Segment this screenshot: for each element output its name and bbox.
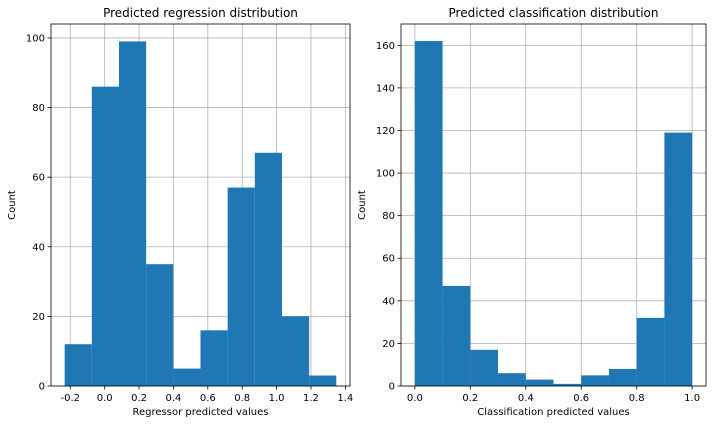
y-tick-label: 80: [382, 211, 395, 222]
y-tick-label: 0: [39, 382, 45, 393]
y-tick-label: 60: [32, 173, 45, 184]
y-tick-label: 20: [382, 339, 395, 350]
x-tick-label: 0.2: [131, 393, 147, 404]
histogram-bar: [442, 285, 471, 386]
chart-title: Predicted regression distribution: [103, 6, 298, 20]
x-tick-label: -0.2: [60, 393, 80, 404]
x-tick-label: 0.8: [234, 393, 250, 404]
histogram-bar: [254, 152, 282, 386]
y-tick-label: 100: [376, 169, 395, 180]
histogram-bar: [227, 187, 255, 386]
histogram-bar: [553, 383, 582, 386]
y-tick-label: 60: [382, 254, 395, 265]
plot-frame: [400, 23, 707, 387]
y-tick-label: 40: [382, 296, 395, 307]
x-axis-label: Regressor predicted values: [132, 407, 268, 418]
x-tick-label: 1.0: [684, 393, 700, 404]
histogram-bar: [200, 330, 228, 386]
histogram-bar: [636, 317, 665, 386]
x-tick-label: 0.6: [573, 393, 589, 404]
chart-title: Predicted classification distribution: [449, 6, 659, 20]
y-axis-label: Count: [357, 190, 368, 220]
x-tick-label: 0.6: [200, 393, 216, 404]
histogram-bar: [309, 375, 337, 386]
histogram-bar: [91, 86, 119, 387]
x-tick-label: 0.0: [97, 393, 113, 404]
panel-classification: 0.0 0.2 0.4 0.6 0.8 1.0020406080100120140160 …: [357, 6, 707, 418]
histogram-bar: [414, 41, 443, 387]
histogram-bar: [581, 375, 609, 386]
x-axis-label: Classification predicted values: [477, 407, 630, 418]
y-tick-label: 140: [376, 83, 395, 94]
histogram-bar: [173, 368, 201, 386]
x-tick-label: 1.4: [337, 393, 353, 404]
x-tick-label: 1.0: [269, 393, 285, 404]
histogram-bar: [64, 344, 92, 386]
plot-frame: [50, 23, 351, 387]
x-tick-label: 0.4: [165, 393, 181, 404]
y-tick-label: 0: [389, 382, 395, 393]
y-tick-label: 40: [32, 242, 45, 253]
y-tick-label: 20: [32, 312, 45, 323]
x-tick-label: 1.2: [303, 393, 319, 404]
y-tick-label: 100: [26, 33, 45, 44]
histogram-bar: [498, 373, 526, 386]
histogram-bar: [608, 368, 637, 386]
x-tick-label: 0.4: [518, 393, 534, 404]
histogram-bar: [525, 379, 554, 386]
histogram-bar: [146, 264, 174, 386]
y-tick-label: 160: [376, 41, 395, 52]
histogram-bar: [281, 316, 310, 386]
histogram-bar: [118, 41, 147, 387]
histogram-bar: [664, 132, 693, 386]
x-tick-label: 0.2: [462, 393, 478, 404]
panel-regression: -0.2 0.0 0.2 0.4 0.6 0.8 1.0 1.2 1.4 0 20 40 60 80 100…: [7, 6, 353, 418]
histogram-bar: [470, 349, 499, 386]
x-tick-label: 0.0: [407, 393, 423, 404]
y-tick-label: 80: [32, 103, 45, 114]
y-tick-label: 120: [376, 126, 395, 137]
x-tick-label: 0.8: [629, 393, 645, 404]
y-axis-label: Count: [7, 190, 18, 220]
